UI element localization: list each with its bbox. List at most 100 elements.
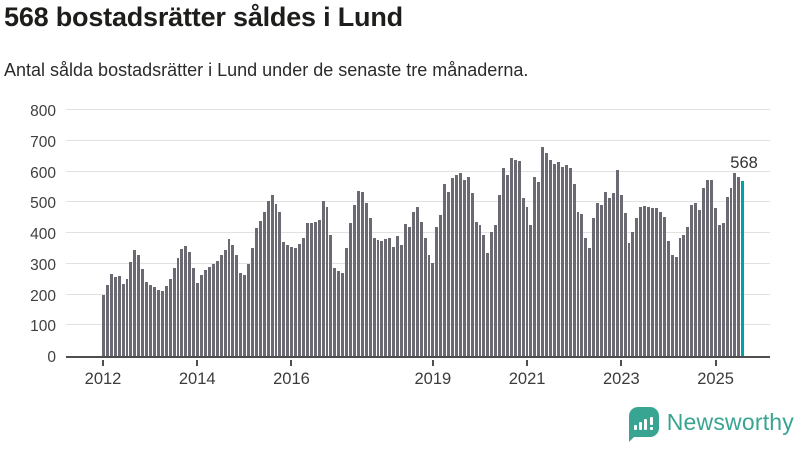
x-axis-label: 2023 [602, 370, 640, 388]
bar [388, 237, 392, 356]
bar [533, 176, 537, 356]
bar [505, 174, 509, 356]
bar [705, 180, 709, 356]
bar [184, 246, 188, 356]
x-axis-tick [196, 360, 199, 366]
bar [360, 191, 364, 356]
bar [407, 226, 411, 356]
bar [317, 220, 321, 356]
bar [576, 211, 580, 356]
x-axis-tick [431, 360, 434, 366]
bar [729, 188, 733, 356]
bar [439, 214, 443, 356]
bar [196, 283, 200, 356]
bar [152, 287, 156, 356]
bar [329, 234, 333, 356]
bar [125, 278, 129, 356]
x-axis-label: 2016 [273, 370, 310, 388]
bar [678, 238, 682, 356]
bar [384, 239, 388, 356]
bar [227, 239, 231, 356]
bar [353, 205, 356, 356]
bar [580, 214, 584, 356]
gridline [66, 139, 770, 141]
bar [482, 234, 486, 356]
bar [102, 294, 105, 356]
bar [400, 244, 403, 356]
bar [627, 243, 631, 356]
bar [670, 254, 674, 356]
bar [160, 290, 164, 356]
bar [615, 170, 619, 356]
bar [447, 191, 451, 356]
bar [431, 263, 435, 356]
value-annotation: 568 [730, 154, 758, 173]
bar [553, 163, 556, 356]
bar [392, 246, 396, 356]
bar [623, 213, 627, 356]
bar [517, 161, 521, 356]
bar [419, 221, 423, 356]
x-axis-tick [714, 360, 717, 366]
y-axis-label: 200 [30, 287, 56, 305]
bar [235, 254, 239, 356]
bar [631, 231, 635, 356]
x-axis-tick [102, 360, 104, 366]
bar [372, 238, 376, 356]
bar [592, 218, 596, 356]
bar [254, 228, 258, 356]
brand-name: Newsworthy [666, 408, 794, 435]
bar [529, 225, 533, 356]
bar [694, 203, 698, 356]
bar [239, 273, 243, 356]
bar [556, 161, 560, 356]
bar [137, 254, 141, 356]
bar [647, 206, 651, 356]
bar [243, 274, 247, 356]
x-axis-label: 2019 [414, 370, 452, 388]
bar [247, 263, 251, 356]
bar [282, 242, 286, 356]
bar [541, 146, 545, 356]
newsworthy-logo-icon [628, 407, 659, 442]
bar [564, 165, 568, 356]
bar [639, 206, 643, 356]
x-axis-label: 2012 [84, 370, 122, 388]
gridline [66, 170, 770, 172]
bar [572, 183, 576, 356]
bar [662, 216, 666, 356]
bar [376, 239, 380, 356]
bar [717, 224, 721, 356]
bar [486, 253, 490, 356]
bar [349, 223, 352, 356]
x-axis-tick [290, 360, 293, 366]
bar [176, 258, 180, 356]
bar [356, 190, 360, 356]
bar [560, 166, 564, 356]
bar [109, 274, 113, 356]
bar [258, 220, 262, 356]
bar [149, 285, 152, 356]
bar [219, 254, 223, 356]
bar [498, 194, 502, 356]
gridline [66, 109, 770, 110]
bar [521, 198, 525, 356]
bar [525, 206, 529, 356]
bar [494, 224, 498, 356]
bar [133, 250, 137, 356]
bar [737, 176, 741, 356]
page-title: 568 bostadsrätter såldes i Lund [4, 2, 403, 32]
x-axis-label: 2021 [508, 370, 546, 388]
bar [309, 223, 313, 356]
logo-chart-icon [634, 419, 648, 430]
bar [596, 203, 600, 356]
bar [666, 241, 670, 356]
bar [698, 209, 702, 356]
bar [435, 226, 439, 356]
bar [619, 194, 623, 356]
bar [443, 183, 447, 356]
logo-exclamation-icon [650, 417, 654, 430]
bar [509, 157, 513, 356]
bar [568, 168, 572, 356]
bar [211, 263, 215, 356]
